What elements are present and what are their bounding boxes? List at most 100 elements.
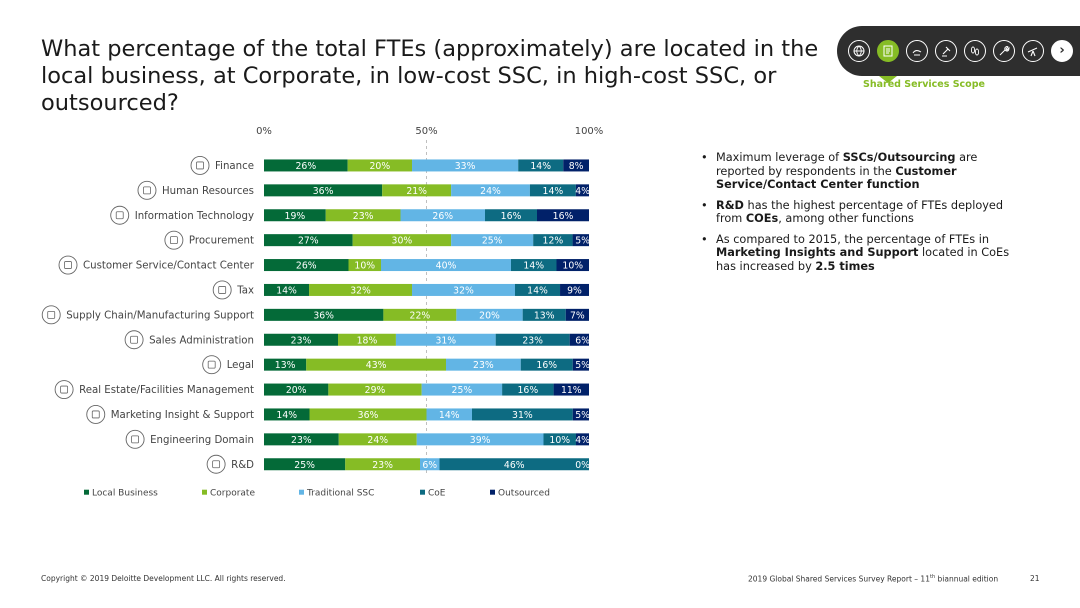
data-label: 13%: [534, 310, 555, 321]
chevron-right-icon[interactable]: ›: [1051, 40, 1073, 62]
data-label: 19%: [285, 211, 306, 222]
category-label: R&D: [231, 460, 254, 471]
bar-segment: [529, 184, 576, 197]
headset-icon: [58, 255, 78, 275]
category-label: Engineering Domain: [150, 435, 254, 446]
footprints-icon[interactable]: [964, 40, 986, 62]
bar-segment: [264, 259, 349, 272]
bar-segment: [309, 283, 413, 296]
bar-segment: [565, 308, 589, 321]
category-label: Finance: [215, 161, 254, 172]
axis-tick-label: 100%: [575, 126, 604, 137]
bar-segment: [426, 408, 472, 421]
data-label: 20%: [370, 161, 391, 172]
bar-segment: [347, 159, 413, 172]
network-icon-glyph: [115, 211, 124, 220]
data-label: 14%: [276, 410, 297, 421]
finding-emphasis: Customer Service/Contact Center function: [716, 164, 957, 192]
page-title: What percentage of the total FTEs (appro…: [41, 36, 819, 116]
category-label: Marketing Insight & Support: [111, 410, 254, 421]
bar-segment: [264, 383, 329, 396]
data-label: 43%: [366, 360, 387, 371]
bar-segment: [421, 383, 503, 396]
finding-emphasis: R&D: [716, 198, 744, 212]
data-label: 33%: [455, 161, 476, 172]
axis-tick-label: 50%: [415, 126, 437, 137]
telescope-icon[interactable]: [1022, 40, 1044, 62]
bar-segment: [456, 308, 523, 321]
data-label: 14%: [523, 261, 544, 272]
presentation-icon-glyph: [91, 410, 100, 419]
legend-swatch: [420, 489, 425, 495]
data-label: 24%: [480, 186, 501, 197]
bar-segment: [264, 433, 339, 446]
category-label: Procurement: [189, 236, 254, 247]
research-icon: [206, 454, 226, 474]
bar-segment: [420, 458, 440, 471]
bar-segment: [345, 458, 420, 471]
bar-segment: [537, 209, 589, 222]
bar-segment: [451, 234, 534, 247]
data-label: 18%: [357, 335, 378, 346]
bar-segment: [514, 283, 561, 296]
hand-icon[interactable]: [906, 40, 928, 62]
data-label: 25%: [294, 460, 315, 471]
bar-segment: [569, 333, 589, 346]
category-label: Legal: [227, 360, 254, 371]
bar-segment: [439, 458, 589, 471]
data-label: 40%: [436, 261, 457, 272]
category-label: Human Resources: [162, 186, 254, 197]
finding-text: located in CoEs has increased by: [716, 246, 1010, 273]
legend-swatch: [84, 489, 89, 495]
legend-label: Corporate: [210, 489, 255, 499]
data-label: 23%: [353, 211, 374, 222]
data-label: 23%: [473, 360, 494, 371]
bar-segment: [572, 408, 589, 421]
data-label: 32%: [350, 285, 371, 296]
gavel-icon[interactable]: [935, 40, 957, 62]
bar-segment: [495, 333, 570, 346]
legend-label: Outsourced: [498, 489, 550, 499]
people-icon: [137, 180, 157, 200]
bar-segment: [563, 159, 589, 172]
data-label: 16%: [501, 211, 522, 222]
bar-segment: [560, 283, 589, 296]
data-label: 10%: [354, 261, 375, 272]
dollar-icon-glyph: [196, 161, 204, 170]
data-label: 26%: [296, 261, 317, 272]
bar-segment: [451, 184, 530, 197]
legend-swatch: [299, 489, 304, 495]
report-edition-text: 2019 Global Shared Services Survey Repor…: [748, 574, 999, 584]
wrench-icon[interactable]: [993, 40, 1015, 62]
hardhat-icon: [125, 429, 145, 449]
bar-segment: [328, 383, 422, 396]
bar-segment: [485, 209, 537, 222]
data-label: 4%: [575, 435, 590, 446]
legend-swatch: [202, 489, 207, 495]
bar-segment: [264, 358, 307, 371]
legend-label: CoE: [428, 489, 446, 499]
finding-emphasis: COEs: [745, 212, 779, 225]
data-label: 16%: [518, 385, 539, 396]
bar-segment: [533, 234, 573, 247]
bar-segment: [264, 234, 353, 247]
finding-bullet: Maximum leverage of SSCs/Outsourcing are…: [700, 151, 1025, 192]
research-icon-glyph: [212, 460, 221, 469]
thermometer-icon-glyph: [130, 335, 138, 344]
bar-segment: [264, 333, 339, 346]
globe-icon[interactable]: [848, 40, 870, 62]
data-label: 14%: [543, 186, 564, 197]
data-label: 5%: [575, 360, 590, 371]
bar-segment: [400, 209, 485, 222]
category-label: Sales Administration: [149, 335, 254, 346]
data-label: 32%: [453, 285, 474, 296]
bar-segment: [412, 283, 515, 296]
clipboard-icon[interactable]: [877, 40, 899, 62]
data-label: 0%: [575, 460, 590, 471]
axis-tick-label: 0%: [256, 126, 272, 137]
bar-segment: [412, 159, 519, 172]
data-label: 14%: [439, 410, 460, 421]
supply-chain-icon-glyph: [47, 310, 56, 319]
data-label: 23%: [372, 460, 393, 471]
percent-icon: [212, 280, 232, 300]
